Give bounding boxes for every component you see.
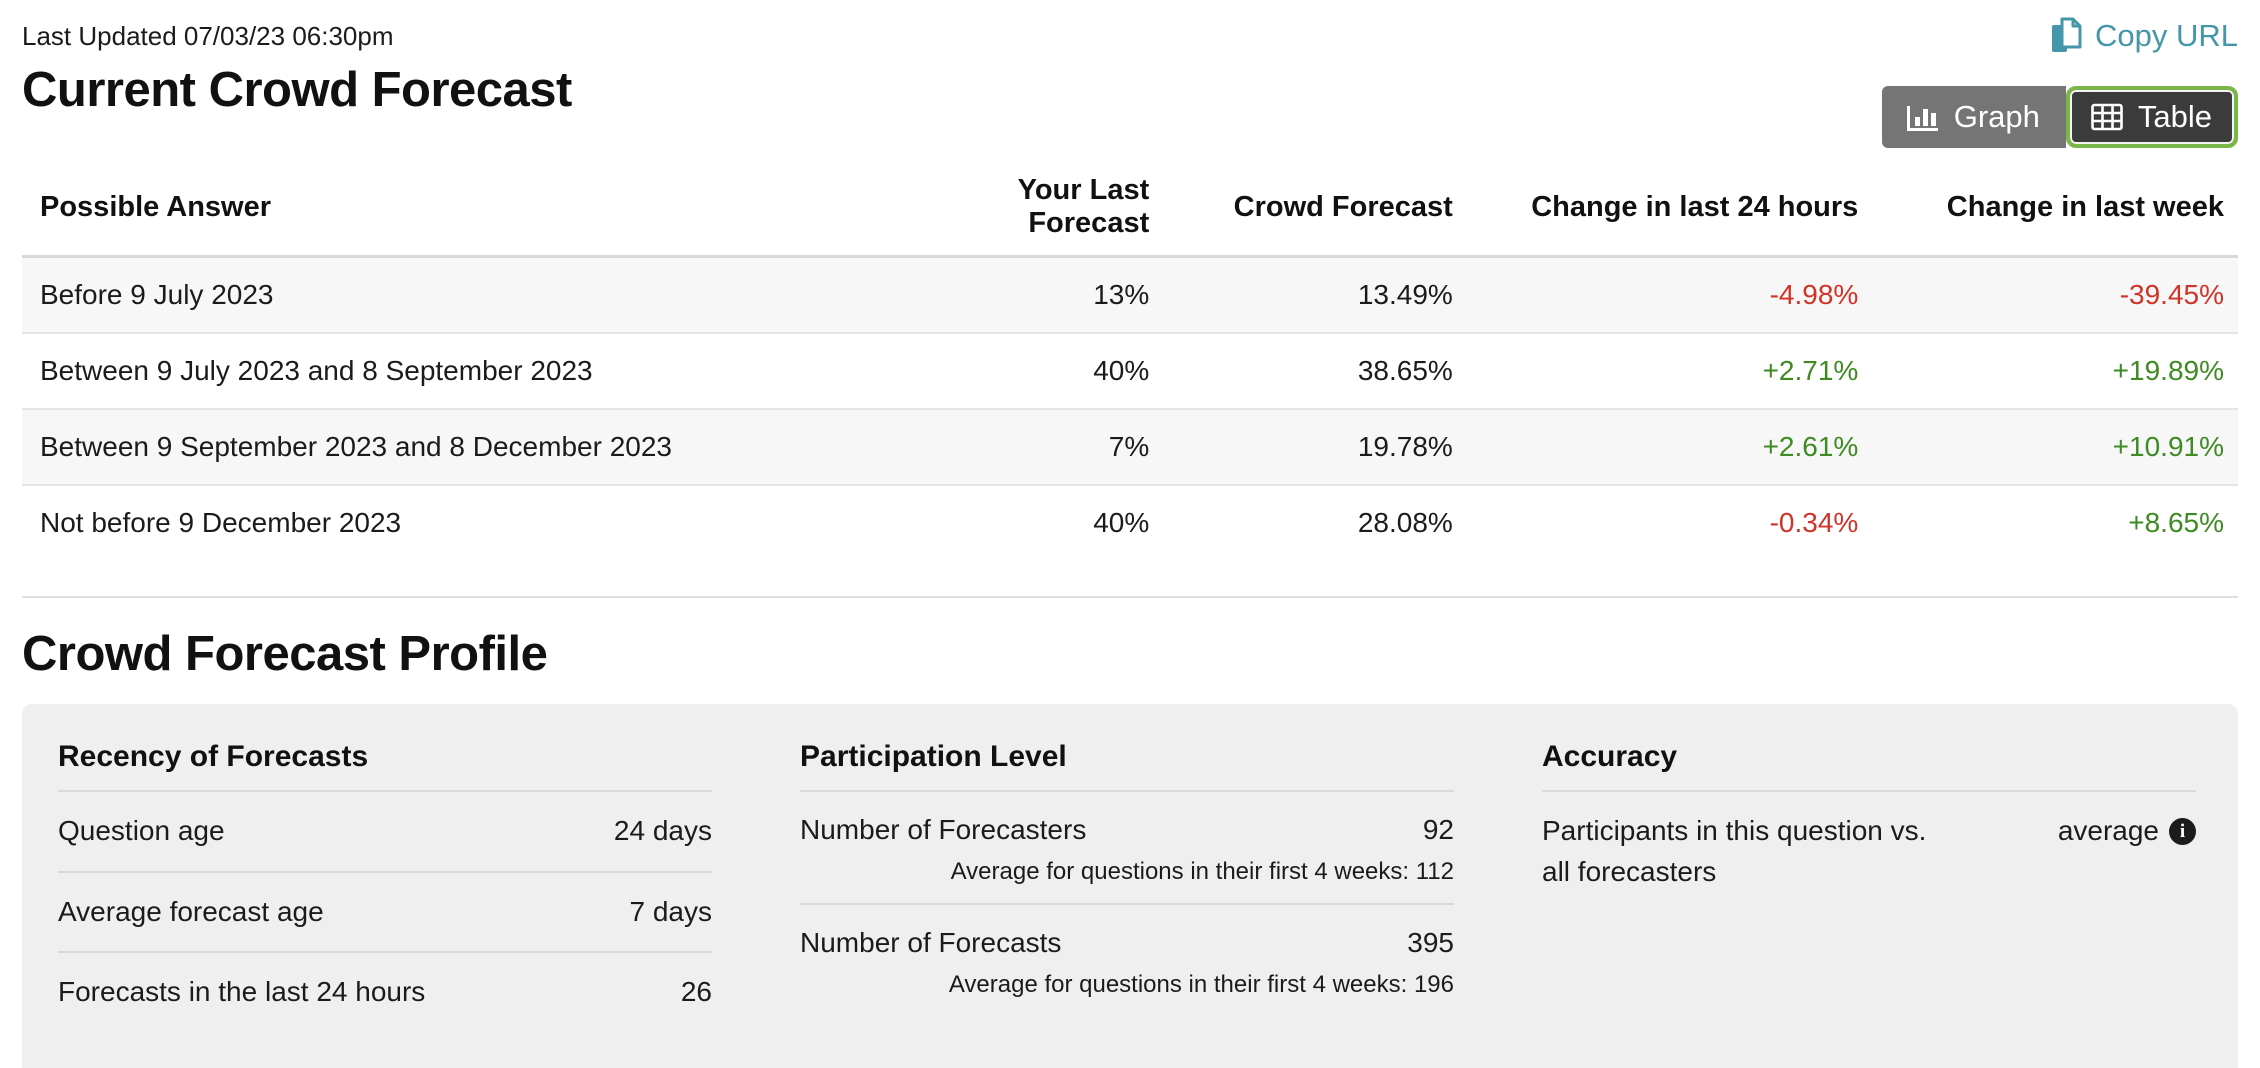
crowd-forecast-cell: 28.08%: [1163, 484, 1467, 560]
table-row: Before 9 July 2023 13% 13.49% -4.98% -39…: [22, 256, 2238, 333]
profile-row-label: Number of Forecasts: [800, 926, 1062, 958]
page-title: Current Crowd Forecast: [22, 63, 572, 117]
profile-row-value: 24 days: [613, 815, 712, 846]
profile-row: Number of Forecasters 92 Average for que…: [800, 792, 1454, 903]
profile-row-value: 395: [1407, 926, 1454, 958]
table-view-button[interactable]: Table: [2065, 86, 2238, 148]
col-header-crowd-forecast: Crowd Forecast: [1163, 158, 1467, 258]
col-header-possible-answer: Possible Answer: [22, 158, 909, 258]
graph-view-button[interactable]: Graph: [1881, 86, 2066, 148]
accuracy-row-label: Participants in this question vs. all fo…: [1542, 815, 1927, 887]
profile-row-value: 26: [680, 976, 712, 1008]
accuracy-row: Participants in this question vs. all fo…: [1542, 792, 2196, 911]
table-row: Not before 9 December 2023 40% 28.08% -0…: [22, 484, 2238, 560]
crowd-forecast-cell: 38.65%: [1163, 332, 1467, 409]
possible-answer-cell: Before 9 July 2023: [40, 279, 274, 310]
accuracy-column: Accuracy Participants in this question v…: [1542, 740, 2196, 1032]
forecast-table: Possible Answer Your Last Forecast Crowd…: [22, 158, 2238, 560]
table-button-label: Table: [2137, 99, 2212, 134]
crowd-forecast-cell: 13.49%: [1357, 279, 1453, 310]
copy-url-link[interactable]: Copy URL: [2049, 16, 2238, 56]
your-last-forecast-cell: 40%: [908, 332, 1164, 409]
table-row: Between 9 July 2023 and 8 September 2023…: [22, 332, 2238, 409]
col-header-change-week: Change in last week: [1872, 158, 2238, 258]
view-toggle: Graph Table: [1881, 86, 2238, 148]
accuracy-row-value: average i: [2058, 811, 2196, 852]
profile-row: Average forecast age 7 days: [58, 870, 713, 952]
profile-row-label: Forecasts in the last 24 hours: [58, 976, 426, 1008]
copy-icon: [2049, 16, 2085, 56]
forecast-header-row: Current Crowd Forecast Graph: [22, 62, 2238, 148]
change-week-cell: -39.45%: [2119, 279, 2224, 310]
change-24h-cell: -0.34%: [1466, 484, 1873, 560]
profile-row-label: Number of Forecasters: [800, 814, 1087, 845]
recency-rows: Question age 24 days Average forecast ag…: [58, 792, 712, 1032]
your-last-forecast-cell: 7%: [908, 408, 1164, 485]
participation-column: Participation Level Number of Forecaster…: [800, 740, 1454, 1032]
accuracy-value-text: average: [2057, 815, 2159, 846]
your-last-forecast-cell: 40%: [908, 484, 1164, 560]
copy-url-label: Copy URL: [2095, 18, 2238, 53]
profile-row-value: 7 days: [629, 895, 713, 927]
profile-section-title: Crowd Forecast Profile: [22, 627, 548, 681]
possible-answer-cell: Between 9 September 2023 and 8 December …: [22, 408, 909, 485]
profile-row: Question age 24 days: [58, 792, 712, 871]
profile-row: Number of Forecasts 395 Average for ques…: [800, 902, 1454, 1016]
forecast-table-head: Possible Answer Your Last Forecast Crowd…: [22, 158, 2238, 258]
crowd-forecast-cell: 19.78%: [1163, 408, 1467, 485]
last-updated-text: Last Updated 07/03/23 06:30pm: [22, 20, 394, 51]
forecast-table-body: Before 9 July 2023 13% 13.49% -4.98% -39…: [22, 256, 2238, 560]
your-last-forecast-cell: 13%: [1093, 279, 1150, 310]
profile-row-label: Question age: [58, 815, 225, 846]
table-row: Between 9 September 2023 and 8 December …: [22, 408, 2238, 485]
change-week-cell: +10.91%: [1872, 408, 2238, 485]
col-header-your-last-forecast: Your Last Forecast: [908, 158, 1164, 258]
profile-row-value: 92: [1422, 814, 1454, 845]
change-24h-cell: +2.71%: [1466, 332, 1873, 409]
col-header-change-24h: Change in last 24 hours: [1466, 158, 1873, 258]
participation-heading: Participation Level: [800, 740, 1454, 792]
crowd-forecast-profile-panel: Recency of Forecasts Question age 24 day…: [22, 704, 2238, 1068]
table-grid-icon: [2090, 101, 2124, 133]
bar-chart-icon: [1906, 101, 1940, 133]
profile-row: Forecasts in the last 24 hours 26: [58, 951, 712, 1032]
possible-answer-cell: Between 9 July 2023 and 8 September 2023: [22, 332, 909, 409]
graph-button-label: Graph: [1953, 99, 2040, 134]
section-divider: [22, 596, 2238, 598]
possible-answer-cell: Not before 9 December 2023: [22, 484, 909, 560]
profile-row-label: Average forecast age: [58, 895, 324, 927]
recency-heading: Recency of Forecasts: [58, 740, 712, 792]
profile-row-note: Average for questions in their first 4 w…: [948, 970, 1454, 998]
change-24h-cell: -4.98%: [1769, 279, 1859, 310]
meta-row: Last Updated 07/03/23 06:30pm Copy URL: [22, 16, 2238, 56]
change-week-cell: +19.89%: [1872, 332, 2238, 409]
accuracy-heading: Accuracy: [1542, 740, 2196, 792]
participation-rows: Number of Forecasters 92 Average for que…: [800, 792, 1454, 1016]
change-week-cell: +8.65%: [1872, 484, 2238, 560]
info-icon[interactable]: i: [2169, 817, 2196, 845]
profile-row-note: Average for questions in their first 4 w…: [950, 858, 1454, 886]
change-24h-cell: +2.61%: [1466, 408, 1873, 485]
recency-column: Recency of Forecasts Question age 24 day…: [58, 740, 712, 1032]
